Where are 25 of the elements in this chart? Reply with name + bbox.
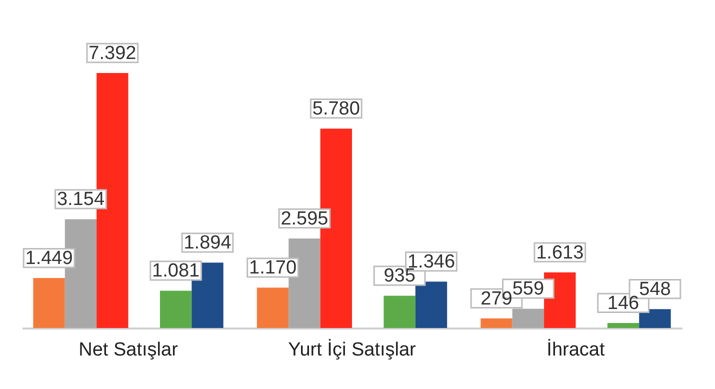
- data-label: 5.780: [312, 98, 360, 120]
- data-label: 1.449: [25, 248, 73, 270]
- bar: [607, 322, 640, 328]
- bar: [512, 308, 544, 328]
- bar: [639, 309, 671, 328]
- data-label: 1.613: [536, 242, 584, 264]
- data-label: 548: [639, 279, 671, 300]
- bar: [384, 296, 416, 328]
- data-label: 279: [480, 288, 512, 310]
- x-tick-label: Net Satışlar: [78, 340, 179, 360]
- x-tick-label: İhracat: [546, 338, 606, 360]
- bar: [33, 278, 65, 328]
- bar: [480, 318, 512, 328]
- x-tick-label: Yurt İçi Satışlar: [288, 338, 417, 360]
- data-label: 1.894: [184, 232, 232, 254]
- bar: [160, 290, 192, 328]
- data-label: 2.595: [280, 208, 328, 230]
- data-label: 3.154: [56, 189, 105, 210]
- bar: [256, 288, 289, 328]
- bar: [415, 282, 448, 328]
- data-label: 1.081: [152, 260, 200, 282]
- data-label: 1.170: [248, 258, 297, 279]
- data-label: 559: [512, 278, 544, 300]
- data-label: 7.392: [88, 43, 136, 64]
- data-label: 146: [607, 292, 640, 314]
